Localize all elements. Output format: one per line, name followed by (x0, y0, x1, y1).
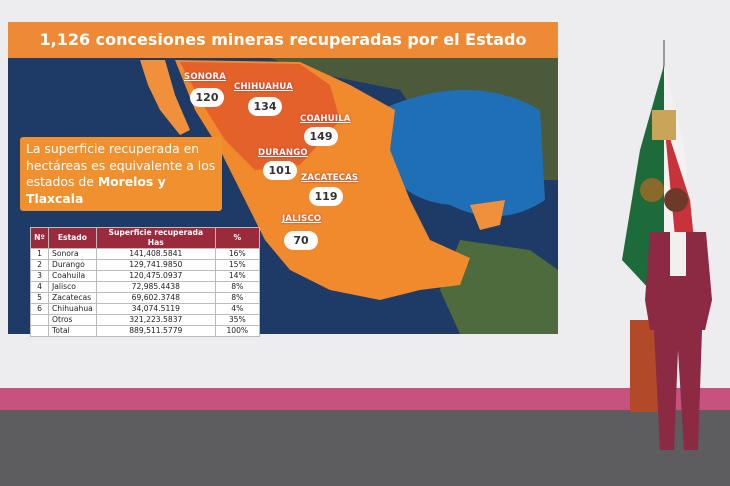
table-cell: 120,475.0937 (95, 270, 216, 282)
state-name: DURANGO (258, 148, 308, 158)
table-cell: 321,223.5837 (95, 314, 216, 326)
state-value: 134 (248, 97, 282, 116)
table-cell: 34,074.5119 (95, 303, 216, 315)
table-cell: Chihuahua (48, 303, 97, 315)
state-name: ZACATECAS (301, 173, 359, 183)
wall-stripe (0, 388, 730, 414)
table-row: 2 Durango 129,741.9850 15% (30, 259, 260, 271)
person-blouse (670, 232, 686, 276)
state-name: SONORA (184, 72, 227, 82)
table-cell: 15% (214, 259, 260, 271)
baja (140, 60, 190, 135)
table-cell: Jalisco (48, 281, 97, 293)
table-cell: 5 (30, 292, 49, 304)
table-cell: 4% (214, 303, 260, 315)
table-header-cell: % (214, 227, 260, 249)
table-cell: 141,408.5841 (95, 248, 216, 260)
table-cell (30, 314, 49, 326)
callout-bold: Morelos y Tlaxcala (26, 174, 166, 206)
state-value: 120 (190, 88, 224, 107)
table-cell: 100% (214, 325, 260, 337)
table-cell: Total (48, 325, 97, 337)
table-header-row: Nº Estado Superficie recuperada Has% (30, 227, 260, 249)
table-cell: 4 (30, 281, 49, 293)
table-row: 5 Zacatecas 69,602.3748 8% (30, 292, 260, 304)
table-row: 1 Sonora 141,408.5841 16% (30, 248, 260, 260)
table-cell: Durango (48, 259, 97, 271)
table-cell: 8% (214, 292, 260, 304)
table-cell: Coahuila (48, 270, 97, 282)
table-cell: 69,602.3748 (95, 292, 216, 304)
person-pants (654, 330, 702, 450)
state-name: COAHUILA (300, 114, 351, 124)
gulf (380, 90, 545, 217)
table-row: Otros 321,223.5837 35% (30, 314, 260, 326)
table-cell: 3 (30, 270, 49, 282)
callout: La superficie recuperada en hectáreas es… (20, 137, 222, 211)
flag-tie (652, 110, 676, 140)
person-jacket (645, 232, 712, 330)
table-row: 6 Chihuahua 34,074.5119 4% (30, 303, 260, 315)
table-header-cell: Nº (30, 227, 49, 249)
state-value: 101 (263, 161, 297, 180)
table-cell: 8% (214, 281, 260, 293)
table-cell: 35% (214, 314, 260, 326)
table: Nº Estado Superficie recuperada Has% 1 Sonor… (30, 227, 260, 337)
table-cell: 129,741.9850 (95, 259, 216, 271)
slide-title-bar (8, 22, 558, 58)
table-cell: 72,985.4438 (95, 281, 216, 293)
table-cell: 14% (214, 270, 260, 282)
table-cell: 16% (214, 248, 260, 260)
table-cell: Zacatecas (48, 292, 97, 304)
table-cell: Sonora (48, 248, 97, 260)
table-cell (30, 325, 49, 337)
table-header-cell: Superficie recuperada Has (95, 227, 216, 249)
table-header-cell: Estado (48, 227, 97, 249)
yucatan (470, 200, 505, 230)
state-value: 119 (309, 187, 343, 206)
person-head (664, 188, 688, 212)
table-cell: Otros (48, 314, 97, 326)
land-south (440, 240, 558, 334)
table-row: Total 889,511.5779 100% (30, 325, 260, 337)
state-name: JALISCO (282, 214, 322, 224)
slide-title: 1,126 concesiones mineras recuperadas po… (39, 30, 527, 49)
state-name: CHIHUAHUA (234, 82, 293, 92)
table-cell: 2 (30, 259, 49, 271)
table-cell: 889,511.5779 (95, 325, 216, 337)
state-value: 70 (284, 231, 318, 250)
table-row: 3 Coahuila 120,475.0937 14% (30, 270, 260, 282)
floor (0, 410, 730, 486)
flag-emblem (640, 178, 664, 202)
table-row: 4 Jalisco 72,985.4438 8% (30, 281, 260, 293)
callout-text: La superficie recuperada en hectáreas es… (26, 141, 216, 189)
state-value: 149 (304, 127, 338, 146)
table-cell: 1 (30, 248, 49, 260)
table-cell: 6 (30, 303, 49, 315)
